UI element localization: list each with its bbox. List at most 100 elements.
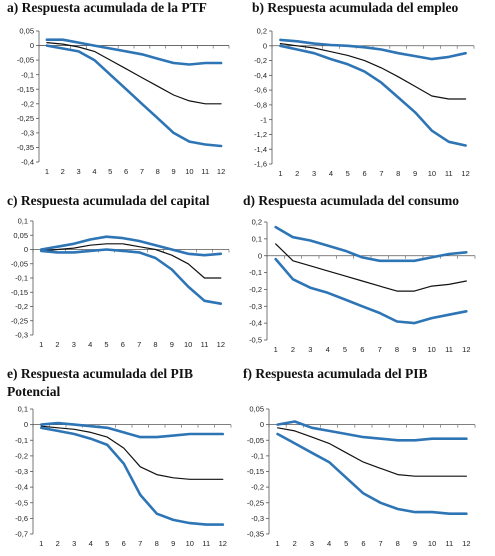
series-line-point [276,427,467,477]
y-tick-label: -0,2 [249,285,262,294]
x-tick-label: 6 [362,169,366,178]
x-tick-label: 11 [445,539,453,548]
x-tick-label: 2 [61,167,65,176]
x-tick-label: 4 [327,539,331,548]
x-tick-label: 3 [310,539,314,548]
x-tick-label: 12 [462,345,470,354]
chart-title-ptf: a) Respuesta acumulada de la PTF [7,0,207,15]
y-tick-label: 0,1 [252,234,262,243]
chart-panel-empleo: b) Respuesta acumulada del empleo 0,2 0 -0… [252,0,488,185]
y-tick-label: -0,7 [15,530,28,539]
chart-panel-capital: c) Respuesta acumulada del capital 0,1 0,… [7,193,237,353]
y-tick-label: -0,3 [249,302,262,311]
series-line-point [46,42,222,105]
y-tick-label: -0,25 [17,114,34,123]
x-tick-label: 2 [56,539,60,548]
x-tick-label: 7 [137,340,141,349]
x-tick-label: 7 [140,167,144,176]
chart-pib: 0,050-0,05-0,1-0,15-0,2-0,25-0,3-0,351 2 3… [247,405,476,548]
y-tick-label: -0,3 [251,514,264,523]
x-tick-label: 11 [201,167,209,176]
y-tick-label: 0,05 [19,27,34,36]
x-tick-label: 2 [55,340,59,349]
y-tick-label: -0,1 [249,268,262,277]
series-line-point [279,43,467,100]
y-tick-label: -0,5 [15,498,28,507]
x-tick-label: 9 [412,345,416,354]
series-line-upper [276,420,468,442]
y-tick-label: -0,2 [15,451,28,460]
series-line-point [40,243,222,279]
x-tick-label: 11 [202,539,210,548]
x-tick-label: 10 [428,169,436,178]
chart-title-pib-potencial: e) Respuesta acumulada del PIB Potencial [7,366,193,399]
y-tick-label: -0,8 [254,100,267,109]
y-tick-label: -1,4 [254,145,267,154]
y-tick-label: -0,15 [17,85,34,94]
chart-consumo: 0,20,10-0,1-0,2-0,3-0,4-0,51 2 3 4 5 6 7 8 9 10 11… [249,218,476,354]
x-tick-label: 10 [428,539,436,548]
x-tick-label: 11 [445,169,453,178]
x-tick-label: 9 [170,340,174,349]
x-tick-label: 8 [156,167,160,176]
x-tick-label: 7 [379,169,383,178]
y-tick-label: -0,6 [254,86,267,95]
y-tick-label: -0,1 [21,70,34,79]
y-tick-label: 0,05 [13,231,28,240]
series-line-lower [39,248,223,305]
y-tick-label: -0,1 [15,274,28,283]
y-tick-label: 0,05 [249,405,264,414]
y-tick-label: 0,1 [18,405,28,414]
x-tick-label: 10 [427,345,435,354]
x-tick-label: 7 [138,539,142,548]
x-tick-label: 1 [39,340,43,349]
x-tick-label: 3 [72,539,76,548]
series-line-upper [274,225,468,263]
y-tick-label: 0,2 [257,27,267,36]
y-tick-label: -0,05 [247,436,264,445]
x-tick-label: 5 [346,169,350,178]
chart-panel-pib: f) Respuesta acumulada del PIB 0,05 0 -0,0… [243,366,488,554]
x-tick-label: 4 [92,167,96,176]
y-tick-label: 0 [24,420,28,429]
y-tick-label: -0,2 [251,483,264,492]
x-tick-label: 6 [124,167,128,176]
x-tick-label: 7 [378,345,382,354]
chart-title-capital: c) Respuesta acumulada del capital [7,193,210,208]
chart-panel-consumo: d) Respuesta acumulada del consumo 0,2 0,… [243,193,488,358]
x-tick-label: 4 [326,345,330,354]
y-tick-label: -0,3 [21,128,34,137]
y-tick-label: -0,5 [249,336,262,345]
x-tick-label: 12 [462,539,470,548]
x-tick-label: 1 [274,345,278,354]
chart-ptf: 0,05 0 -0,05 -0,1 -0,15 -0,2 -0,25 -0,3 -0,35 -0,… [17,27,230,176]
y-tick-label: -0,35 [247,530,264,539]
y-tick-label: -1 [260,115,267,124]
series-line-point [40,425,224,480]
x-tick-label: 9 [171,167,175,176]
x-tick-label: 12 [461,169,469,178]
series-line-lower [274,257,468,325]
x-tick-label: 5 [108,167,112,176]
y-tick-label: -0,2 [254,56,267,65]
y-tick-label: -0,1 [15,436,28,445]
x-tick-label: 3 [76,167,80,176]
chart-title-consumo: d) Respuesta acumulada del consumo [243,193,460,208]
x-tick-label: 2 [295,169,299,178]
x-tick-label: 12 [219,539,227,548]
x-tick-label: 6 [361,539,365,548]
y-tick-label: -0,1 [251,451,264,460]
x-tick-label: 10 [186,539,194,548]
series-line-point [275,243,467,292]
y-tick-label: -0,35 [17,143,34,152]
y-tick-label: -0,3 [15,467,28,476]
x-tick-label: 8 [395,345,399,354]
x-tick-label: 5 [344,539,348,548]
y-tick-label: -0,25 [247,498,264,507]
x-tick-label: 10 [184,340,192,349]
y-tick-label: -0,4 [21,158,34,167]
x-tick-label: 6 [121,340,125,349]
series-line-lower [39,426,225,526]
x-tick-label: 3 [312,169,316,178]
y-tick-label: -0,2 [15,302,28,311]
